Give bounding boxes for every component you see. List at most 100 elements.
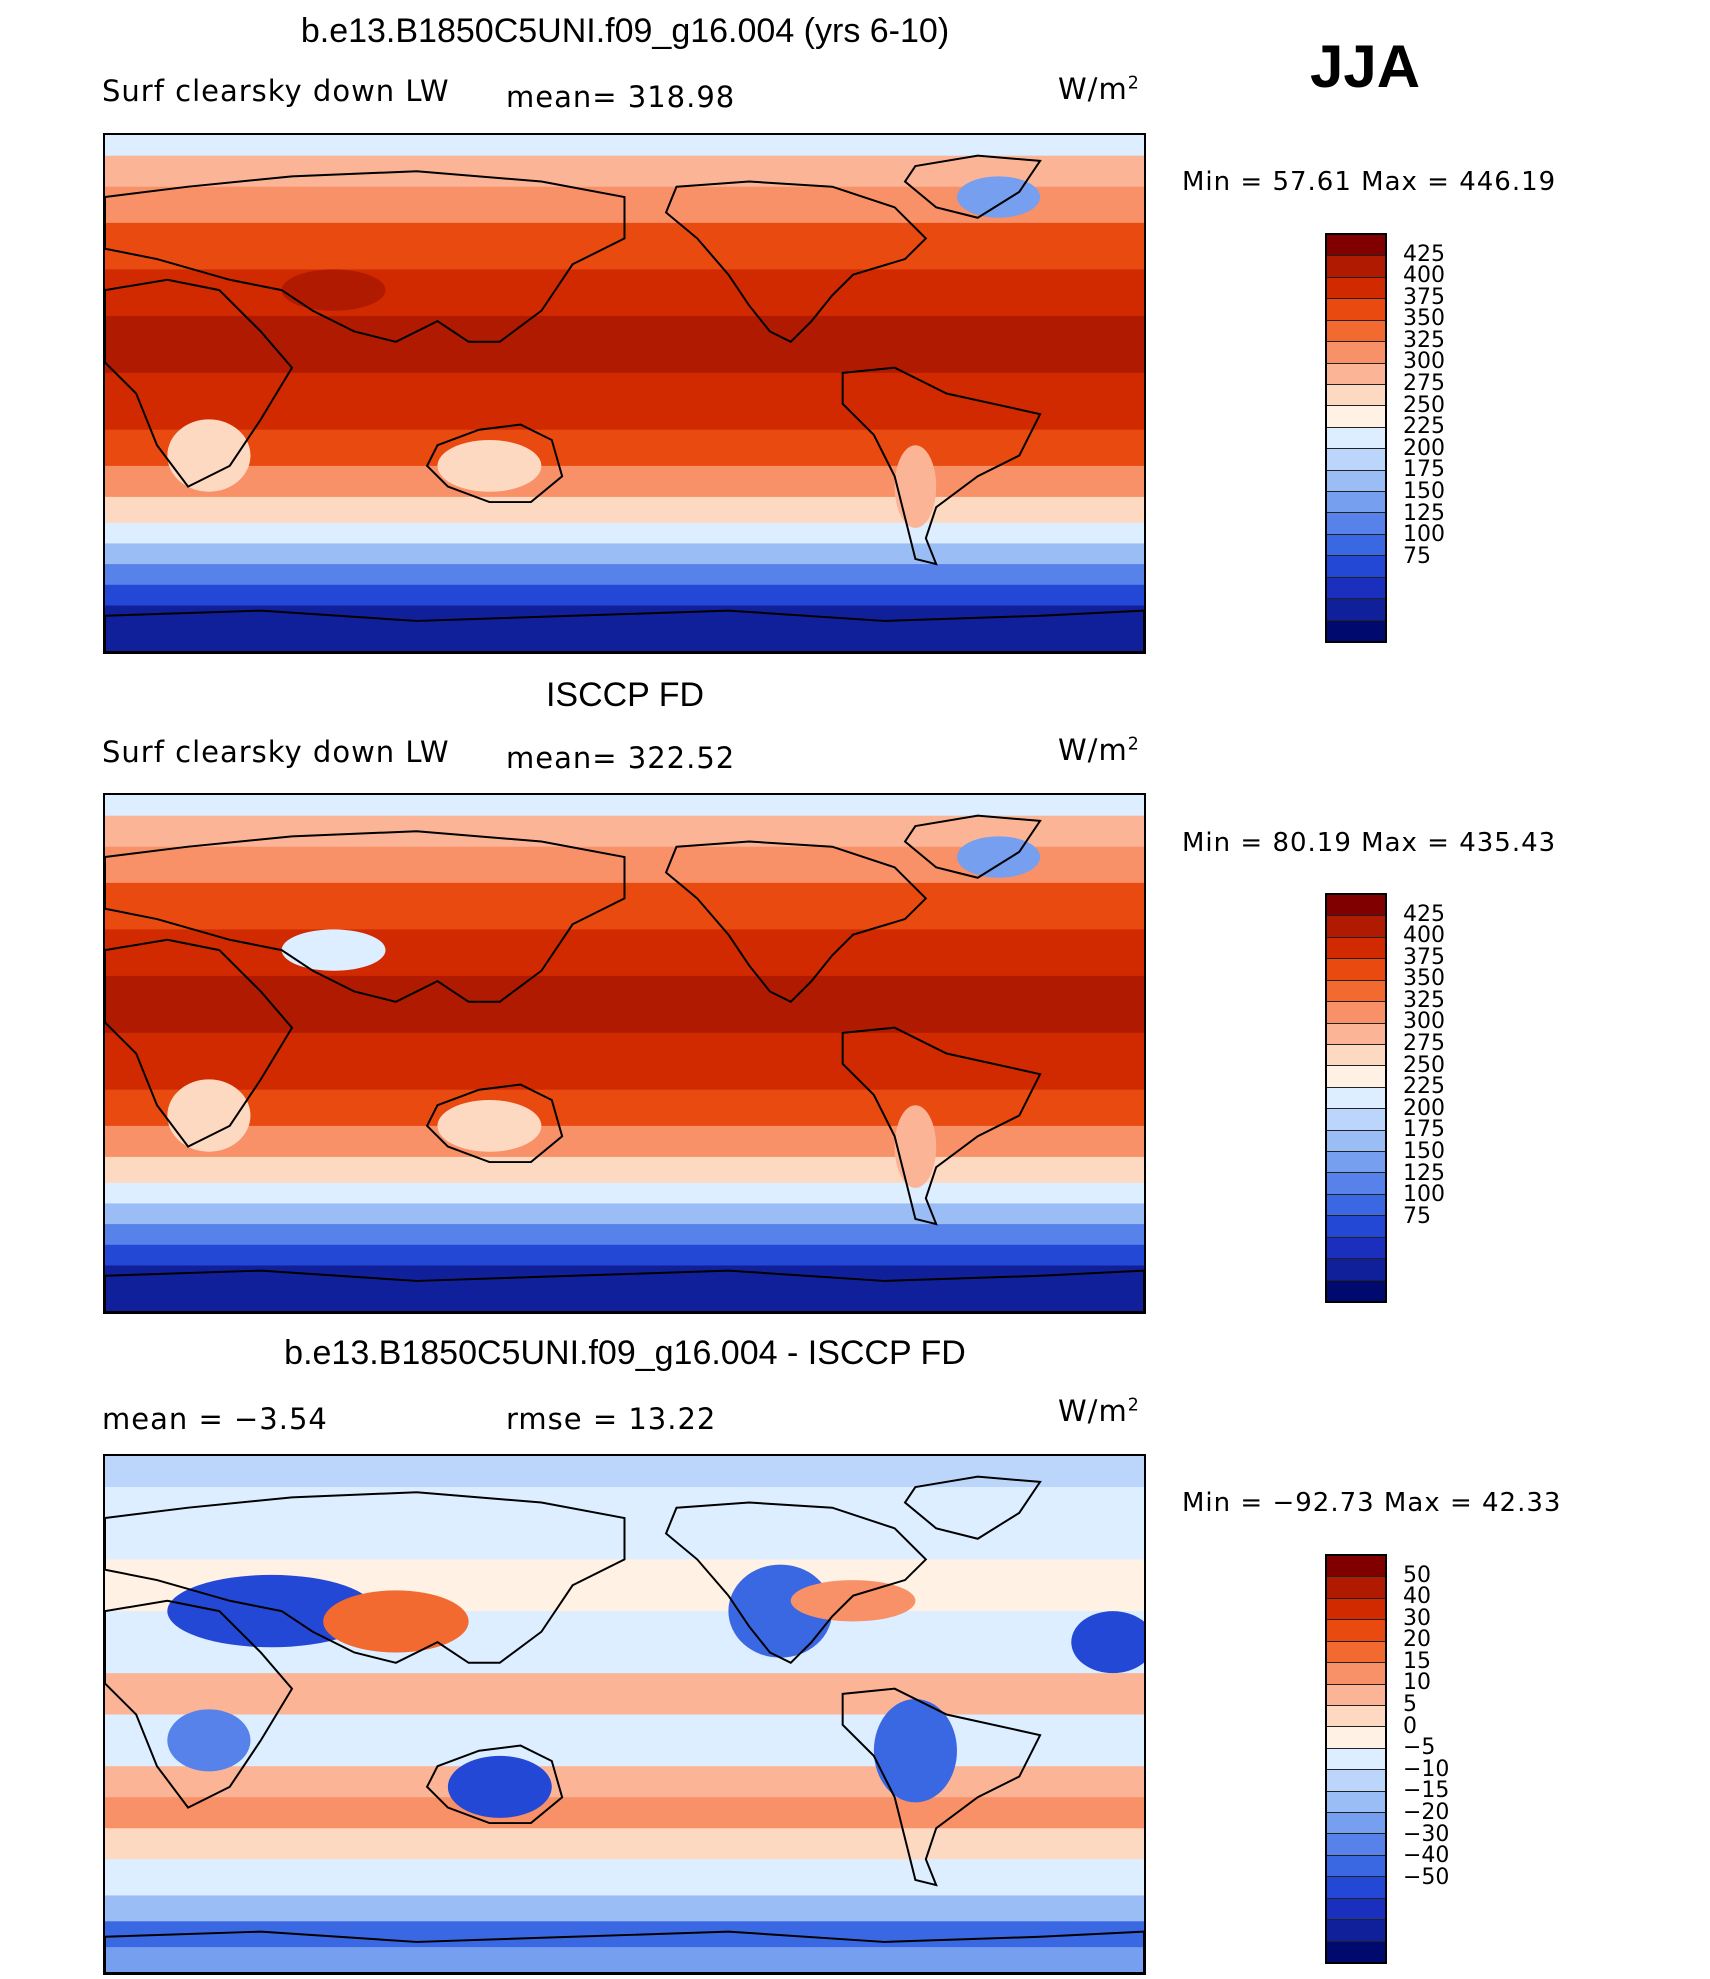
panel-3-colorbar — [1325, 1554, 1387, 1964]
colorbar-tick-label: 125 — [1403, 500, 1445, 526]
contour-band — [105, 1947, 1144, 1973]
colorbar-swatch — [1327, 1834, 1385, 1856]
colorbar-swatch — [1327, 1087, 1385, 1110]
neg-anomaly — [447, 1755, 552, 1818]
land-outline — [105, 830, 626, 1003]
colorbar-tick-label: 250 — [1403, 392, 1445, 418]
land-outline — [903, 814, 1042, 879]
colorbar-swatch — [1327, 1002, 1385, 1024]
panel-1-units: W/m2 — [1058, 72, 1140, 106]
panel-3-minmax: Min = −92.73 Max = 42.33 — [1182, 1488, 1562, 1518]
colorbar-swatch — [1327, 406, 1385, 428]
contour-band — [105, 269, 1144, 317]
colorbar-swatch — [1327, 1620, 1385, 1642]
colorbar-swatch — [1327, 363, 1385, 385]
contour-band — [105, 522, 1144, 545]
colorbar-tick-label: −30 — [1403, 1821, 1450, 1847]
colorbar-tick-label: 425 — [1403, 901, 1445, 927]
colorbar-tick-label: 15 — [1403, 1648, 1431, 1674]
contour-band — [105, 1797, 1144, 1830]
colorbar-swatch — [1327, 1259, 1385, 1281]
colorbar-tick-label: 150 — [1403, 478, 1445, 504]
colorbar-swatch — [1327, 1194, 1385, 1217]
colorbar-swatch — [1327, 492, 1385, 514]
colorbar-tick-label: 75 — [1403, 1203, 1431, 1229]
colorbar-tick-label: 350 — [1403, 966, 1445, 992]
contour-band — [105, 1156, 1144, 1184]
land-outline — [841, 1026, 1042, 1226]
contour-band — [105, 429, 1144, 467]
andes — [894, 445, 937, 528]
colorbar-tick-label: 5 — [1403, 1692, 1417, 1718]
panel-2-map — [103, 793, 1146, 1314]
colorbar-swatch — [1327, 427, 1385, 450]
colorbar-swatch — [1327, 470, 1385, 493]
greenland-ice — [956, 836, 1041, 878]
colorbar-tick-label: 40 — [1403, 1584, 1431, 1610]
colorbar-tick-label: 425 — [1403, 241, 1445, 267]
colorbar-swatch — [1327, 513, 1385, 535]
colorbar-swatch — [1327, 1152, 1385, 1174]
colorbar-tick-label: 300 — [1403, 1009, 1445, 1035]
panel-1-colorbar — [1325, 233, 1387, 643]
panel-3-map-svg — [105, 1456, 1144, 1973]
colorbar-swatch — [1327, 1173, 1385, 1195]
land-outline — [105, 938, 294, 1148]
colorbar-swatch — [1327, 1705, 1385, 1728]
colorbar-tick-label: 275 — [1403, 371, 1445, 397]
colorbar-swatch — [1327, 1598, 1385, 1621]
colorbar-tick-label: 200 — [1403, 435, 1445, 461]
panel-2-mean: mean= 322.52 — [506, 741, 736, 775]
panel-1-variable: Surf clearsky down LW — [102, 74, 450, 108]
colorbar-tick-label: 275 — [1403, 1031, 1445, 1057]
australia-interior — [437, 440, 542, 492]
colorbar-tick-label: 325 — [1403, 327, 1445, 353]
colorbar-swatch — [1327, 959, 1385, 981]
colorbar-swatch — [1327, 299, 1385, 321]
contour-band — [105, 795, 1144, 817]
neg-anomaly — [1071, 1611, 1144, 1674]
southern-africa — [167, 419, 251, 492]
pos-anomaly — [323, 1590, 469, 1653]
contour-band — [105, 1766, 1144, 1799]
colorbar-tick-label: 250 — [1403, 1052, 1445, 1078]
colorbar-tick-label: 350 — [1403, 306, 1445, 332]
panel-1-minmax: Min = 57.61 Max = 446.19 — [1182, 167, 1557, 197]
colorbar-tick-label: 400 — [1403, 263, 1445, 289]
land-outline — [664, 180, 928, 344]
contour-band — [105, 1456, 1144, 1489]
plateau-feature — [281, 929, 386, 971]
land-outline — [841, 366, 1042, 566]
colorbar-swatch — [1327, 577, 1385, 600]
colorbar-swatch — [1327, 1855, 1385, 1878]
colorbar-tick-label: 225 — [1403, 1074, 1445, 1100]
contour-band — [105, 584, 1144, 607]
land-outline — [425, 1083, 564, 1164]
colorbar-tick-label: 20 — [1403, 1627, 1431, 1653]
colorbar-swatch — [1327, 235, 1385, 257]
land-outline — [664, 1501, 928, 1665]
contour-band — [105, 1089, 1144, 1127]
pos-anomaly — [790, 1580, 916, 1622]
contour-band — [105, 1673, 1144, 1716]
colorbar-swatch — [1327, 1684, 1385, 1706]
land-outline — [105, 170, 626, 343]
colorbar-swatch — [1327, 1770, 1385, 1792]
colorbar-swatch — [1327, 1813, 1385, 1835]
greenland-ice — [956, 176, 1041, 218]
land-outline — [105, 1491, 626, 1664]
colorbar-swatch — [1327, 980, 1385, 1003]
colorbar-swatch — [1327, 1791, 1385, 1814]
colorbar-tick-label: 225 — [1403, 414, 1445, 440]
land-outline — [425, 1744, 564, 1825]
colorbar-tick-label: −20 — [1403, 1799, 1450, 1825]
colorbar-tick-label: 325 — [1403, 987, 1445, 1013]
colorbar-swatch — [1327, 342, 1385, 364]
colorbar-tick-label: 400 — [1403, 923, 1445, 949]
neg-anomaly — [167, 1574, 376, 1648]
colorbar-swatch — [1327, 320, 1385, 343]
colorbar-swatch — [1327, 1663, 1385, 1685]
colorbar-swatch — [1327, 620, 1385, 642]
contour-band — [105, 1265, 1144, 1312]
colorbar-swatch — [1327, 384, 1385, 407]
